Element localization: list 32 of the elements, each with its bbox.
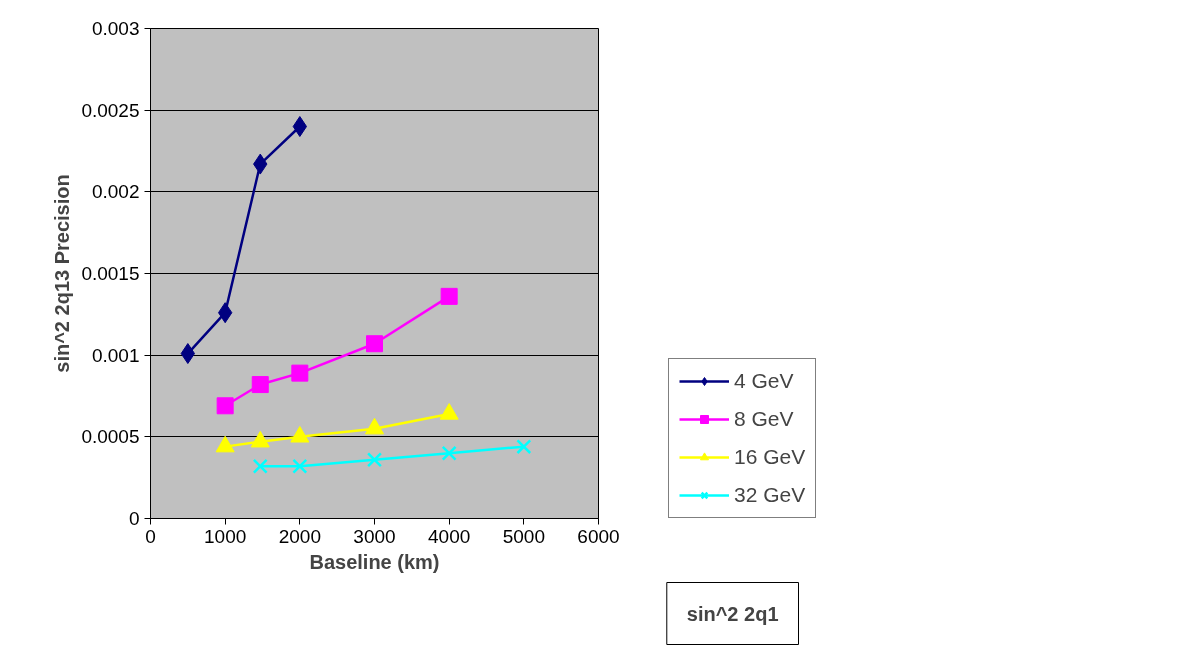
x-tick-label: 4000 — [428, 525, 471, 547]
point — [292, 458, 308, 474]
y-tick-label: 0.0005 — [81, 426, 140, 448]
point — [252, 458, 268, 474]
text: sin^2 2q1 — [686, 602, 779, 625]
x-tick-label: 2000 — [278, 525, 321, 547]
x-tick-label: 3000 — [353, 525, 396, 547]
point — [440, 287, 458, 305]
x-tick-label: 6000 — [577, 525, 620, 547]
point — [291, 364, 309, 382]
x-tick-label: 5000 — [502, 525, 545, 547]
y-tick-label: 0.003 — [91, 18, 140, 39]
y-tick-label: 0 — [128, 508, 140, 529]
y-tick-label: 0.0015 — [81, 263, 140, 284]
point — [251, 376, 269, 394]
y-tick-label: 0.0025 — [81, 99, 140, 121]
legend-label: 32 GeV — [734, 483, 806, 507]
legend-label: 4 GeV — [734, 369, 794, 393]
point — [441, 445, 457, 461]
point — [516, 439, 532, 455]
y-tick-label: 0.001 — [91, 344, 140, 366]
legend-label: 16 GeV — [734, 445, 806, 469]
point — [366, 335, 383, 353]
point — [366, 452, 383, 468]
x-tick-label: 0 — [145, 525, 156, 547]
point — [216, 397, 234, 415]
y-axis-title: sin^2 2q13 Precision — [51, 174, 74, 373]
x-tick-label: 1000 — [204, 525, 247, 547]
point — [292, 116, 307, 137]
y-tick-label: 0.002 — [91, 181, 140, 203]
legend-label: 8 GeV — [734, 407, 794, 431]
x-axis-title: Baseline (km) — [309, 550, 440, 573]
